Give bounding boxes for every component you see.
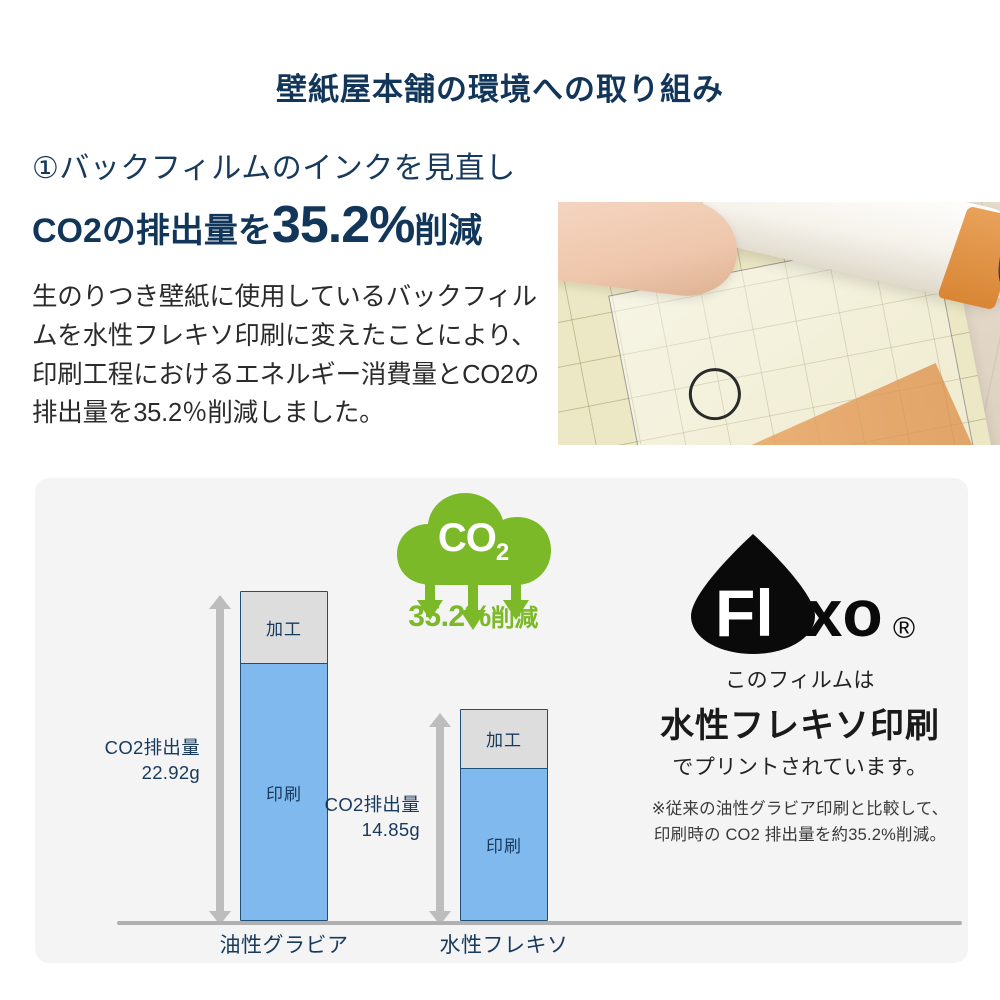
- bar-segment-print: 印刷: [241, 664, 327, 920]
- flexo-certification-block: Fl exo ® このフィルムは 水性フレキソ印刷 でプリントされています。 ※…: [635, 528, 965, 848]
- measure-arrow-oil-gravure: [209, 595, 231, 925]
- measure-label-value: 22.92g: [141, 761, 200, 783]
- category-label-water-flexo: 水性フレキソ: [439, 934, 569, 957]
- intro-heading-block: ①バックフィルムのインクを見直し CO2の排出量を35.2%削減: [32, 152, 552, 254]
- intro-headline-suffix: 削減: [414, 211, 483, 250]
- category-label-oil-gravure: 油性グラビア: [219, 934, 349, 957]
- co2-bar-chart: CO2排出量 22.92g 加工 印刷 油性グラビア CO2排出量 14.85g: [35, 478, 568, 963]
- comparison-panel: CO2排出量 22.92g 加工 印刷 油性グラビア CO2排出量 14.85g: [35, 478, 968, 963]
- co2-cloud-label-sub: 2: [495, 539, 509, 566]
- co2-cloud-label: CO2: [391, 516, 555, 567]
- bar-segment-process: 加工: [461, 710, 547, 769]
- stacked-bar-oil-gravure[interactable]: 加工 印刷: [240, 591, 328, 921]
- flexo-footnote: ※従来の油性グラビア印刷と比較して、 印刷時の CO2 排出量を約35.2%削減…: [635, 797, 965, 848]
- intro-headline-figure: 35.2%: [271, 195, 415, 254]
- measure-label-title: CO2排出量: [104, 737, 200, 758]
- co2-reduction-badge: CO2 35.2%削減: [383, 490, 563, 634]
- chart-baseline-axis: [117, 921, 962, 925]
- co2-cloud-icon: CO2: [391, 490, 555, 630]
- bar-segment-print: 印刷: [461, 768, 547, 920]
- flexo-footnote-line2: 印刷時の CO2 排出量を約35.2%削減。: [653, 825, 947, 844]
- measure-label-oil-gravure: CO2排出量 22.92g: [75, 736, 200, 786]
- stacked-bar-water-flexo[interactable]: 加工 印刷: [460, 709, 548, 921]
- measure-label-water-flexo: CO2排出量 14.85g: [295, 793, 420, 843]
- measure-label-value: 14.85g: [361, 818, 420, 840]
- intro-subheading: ①バックフィルムのインクを見直し: [32, 152, 516, 185]
- arrow-head-up-icon: [429, 713, 451, 727]
- measure-label-title: CO2排出量: [324, 794, 420, 815]
- svg-text:®: ®: [893, 612, 915, 645]
- flexo-logo: Fl exo ®: [635, 528, 965, 658]
- flexo-caption-line3: でプリントされています。: [672, 756, 928, 779]
- wallpaper-backfilm-photo: [558, 202, 1000, 445]
- flexo-footnote-line1: ※従来の油性グラビア印刷と比較して、: [651, 800, 949, 818]
- page-title: 壁紙屋本舗の環境への取り組み: [276, 72, 724, 107]
- arrow-shaft: [216, 606, 224, 914]
- bar-segment-process: 加工: [241, 592, 327, 665]
- svg-text:exo: exo: [769, 576, 883, 650]
- arrow-shaft: [436, 724, 444, 914]
- intro-headline-prefix: CO2の排出量を: [32, 211, 272, 250]
- intro-body-text: 生のりつき壁紙に使用しているバックフィルムを水性フレキソ印刷に変えたことにより、…: [32, 283, 540, 428]
- arrow-head-up-icon: [209, 595, 231, 609]
- flexo-caption-line1: このフィルムは: [725, 669, 875, 692]
- svg-text:Fl: Fl: [715, 576, 774, 650]
- co2-cloud-label-main: CO: [437, 516, 497, 560]
- measure-arrow-water-flexo: [429, 713, 451, 925]
- flexo-caption-line2: 水性フレキソ印刷: [660, 707, 940, 745]
- intro-headline: CO2の排出量を35.2%削減: [32, 195, 552, 254]
